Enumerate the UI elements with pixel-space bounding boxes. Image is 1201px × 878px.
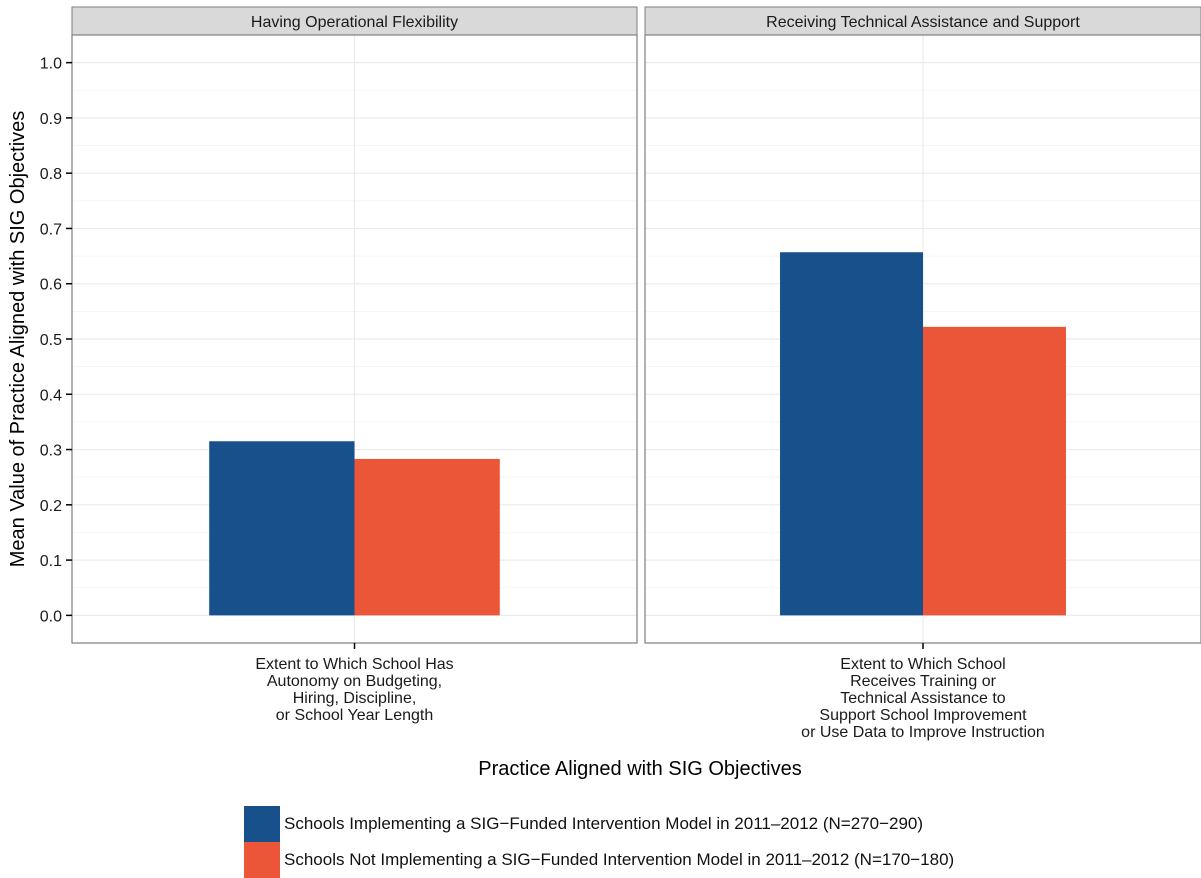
x-tick-label-line: Extent to Which School <box>840 656 1005 673</box>
y-tick-label: 0.7 <box>40 221 62 238</box>
y-tick-label: 0.3 <box>40 443 62 460</box>
legend-swatch-not-implementing <box>244 842 280 878</box>
legend-item-not-implementing: Schools Not Implementing a SIG−Funded In… <box>244 842 954 878</box>
panel-strip-label: Receiving Technical Assistance and Suppo… <box>766 14 1080 31</box>
y-tick-label: 0.1 <box>40 553 62 570</box>
y-tick-label: 1.0 <box>40 56 62 73</box>
y-tick-label: 0.6 <box>40 277 62 294</box>
x-tick-label: Extent to Which School Has Autonomy on Bu… <box>255 656 453 724</box>
y-tick-label: 0.0 <box>40 608 62 625</box>
y-tick-label: 0.8 <box>40 166 62 183</box>
x-tick-label-line: Support School Improvement <box>819 707 1027 724</box>
panel-strip <box>71 6 638 36</box>
legend: Schools Implementing a SIG−Funded Interv… <box>244 806 954 878</box>
x-tick-label-line: or Use Data to Improve Instruction <box>801 724 1045 741</box>
y-axis-title: Mean Value of Practice Aligned with SIG … <box>7 111 29 568</box>
panel-1: Having Operational Flexibility Extent to … <box>71 6 638 724</box>
y-tick-label: 0.9 <box>40 111 62 128</box>
legend-label-not-implementing: Schools Not Implementing a SIG−Funded In… <box>284 850 955 869</box>
x-tick-label-line: or School Year Length <box>276 707 433 724</box>
x-tick-label-line: Hiring, Discipline, <box>293 690 417 707</box>
y-tick-label: 0.5 <box>40 332 62 349</box>
x-tick-label-line: Technical Assistance to <box>840 690 1006 707</box>
x-tick-label-line: Receives Training or <box>850 673 997 690</box>
bar-implementing <box>209 441 355 616</box>
bar-not-implementing <box>923 326 1066 616</box>
x-tick-label: Extent to Which School Receives Training … <box>801 656 1045 741</box>
panel-strip-label: Having Operational Flexibility <box>251 14 458 31</box>
bar-implementing <box>780 252 923 616</box>
x-tick-label-line: Autonomy on Budgeting, <box>267 673 442 690</box>
panel-2: Receiving Technical Assistance and Suppo… <box>644 6 1201 741</box>
legend-item-implementing: Schools Implementing a SIG−Funded Interv… <box>244 806 954 842</box>
x-tick-label-line: Extent to Which School Has <box>255 656 453 673</box>
y-axis: 0.0 0.1 0.2 0.3 0.4 0.5 0.6 0.7 0.8 0.9 1.0 <box>40 56 72 625</box>
panel-strip <box>644 6 1201 36</box>
y-tick-label: 0.4 <box>40 387 62 404</box>
legend-swatch-implementing <box>244 806 280 842</box>
x-axis-title: Practice Aligned with SIG Objectives <box>478 758 801 780</box>
legend-label-implementing: Schools Implementing a SIG−Funded Interv… <box>284 814 924 833</box>
y-tick-label: 0.2 <box>40 498 62 515</box>
bar-not-implementing <box>354 458 500 616</box>
